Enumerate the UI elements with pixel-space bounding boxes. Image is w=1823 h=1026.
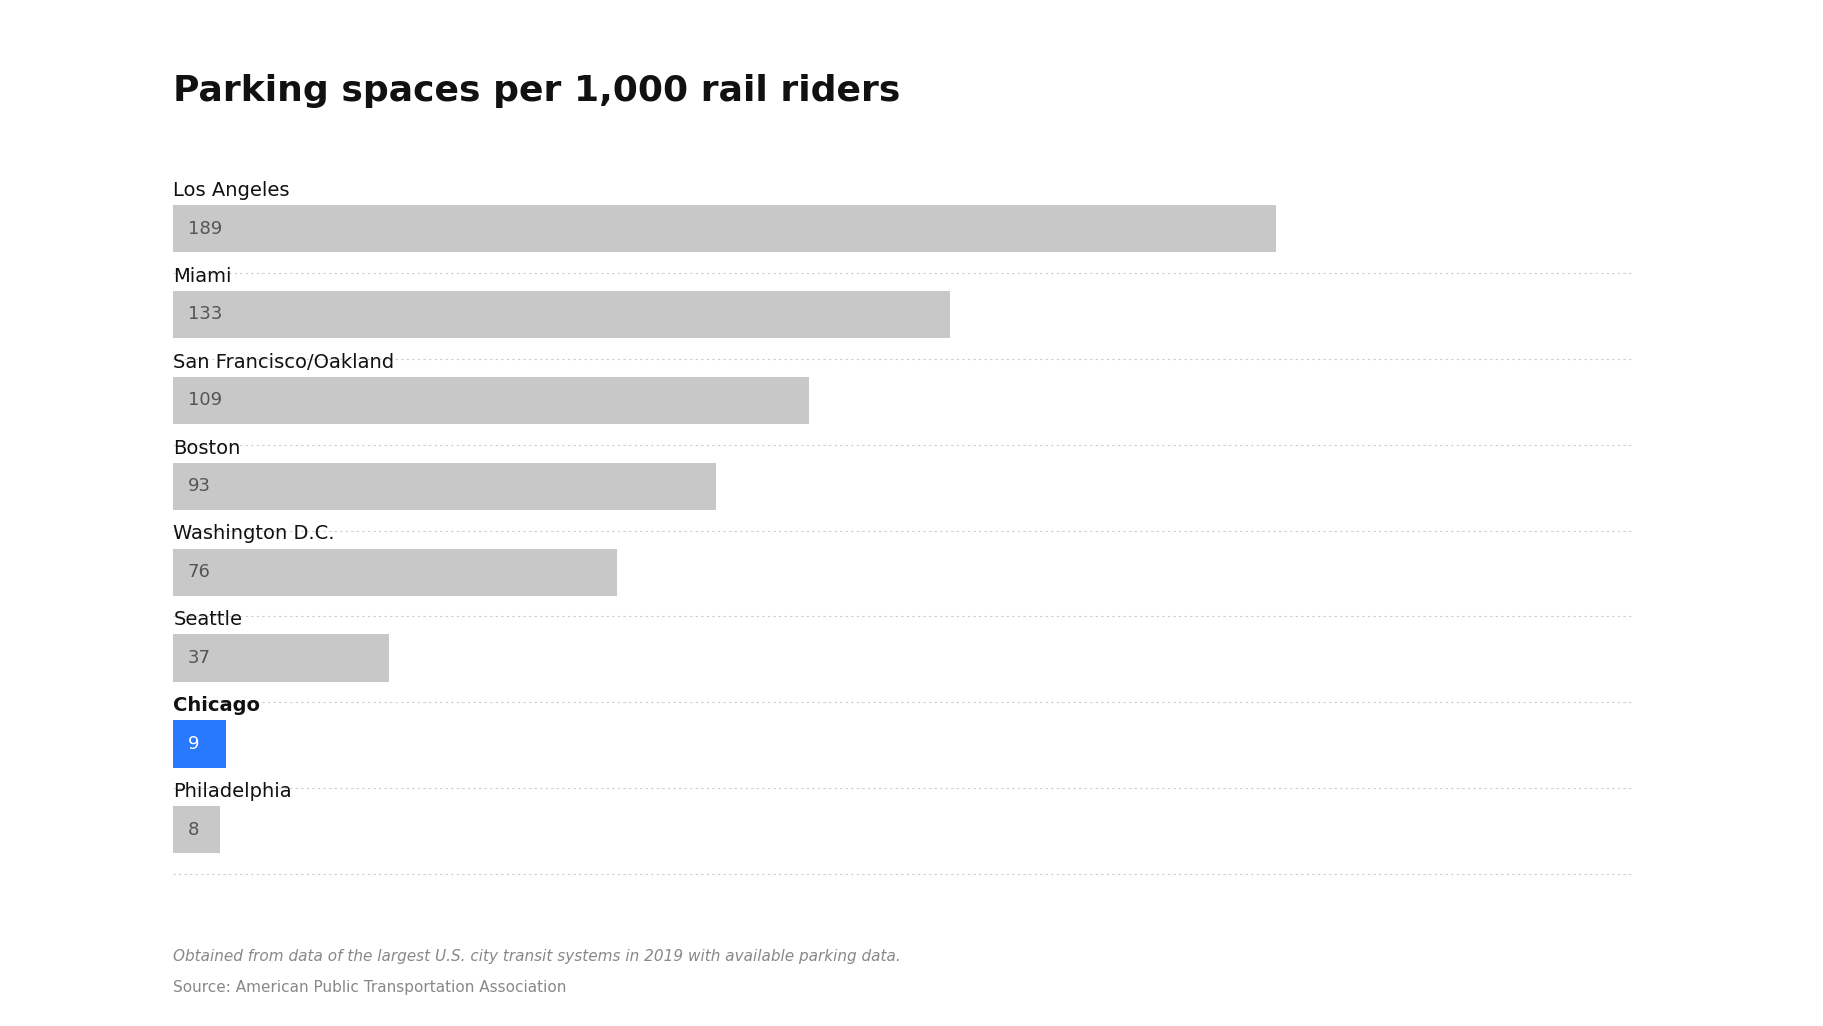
Bar [173, 720, 226, 767]
Bar [173, 290, 950, 339]
Text: San Francisco/Oakland: San Francisco/Oakland [173, 353, 394, 371]
Text: 8: 8 [188, 821, 199, 839]
Bar [173, 463, 716, 510]
Text: Seattle: Seattle [173, 610, 242, 629]
Text: Chicago: Chicago [173, 697, 261, 715]
Text: Miami: Miami [173, 267, 232, 285]
Text: Source: American Public Transportation Association: Source: American Public Transportation A… [173, 980, 567, 995]
Text: 133: 133 [188, 306, 222, 323]
Text: Philadelphia: Philadelphia [173, 782, 292, 801]
Text: 189: 189 [188, 220, 222, 238]
Text: 9: 9 [188, 735, 199, 753]
Text: 109: 109 [188, 391, 222, 409]
Bar [173, 549, 616, 596]
Text: Boston: Boston [173, 438, 241, 458]
Bar [173, 634, 388, 681]
Bar [173, 377, 809, 424]
Bar [173, 806, 221, 854]
Bar [173, 205, 1276, 252]
Text: Parking spaces per 1,000 rail riders: Parking spaces per 1,000 rail riders [173, 74, 901, 108]
Text: Los Angeles: Los Angeles [173, 181, 290, 200]
Text: Washington D.C.: Washington D.C. [173, 524, 335, 544]
Text: Obtained from data of the largest U.S. city transit systems in 2019 with availab: Obtained from data of the largest U.S. c… [173, 949, 901, 964]
Text: 76: 76 [188, 563, 211, 581]
Text: 37: 37 [188, 649, 211, 667]
Text: 93: 93 [188, 477, 211, 496]
